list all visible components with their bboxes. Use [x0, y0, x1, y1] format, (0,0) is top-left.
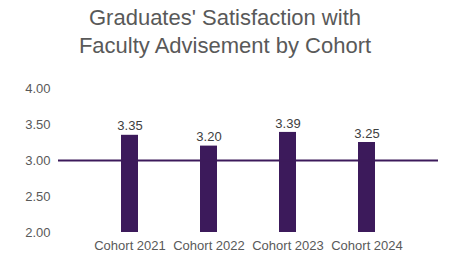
svg-text:Cohort 2021: Cohort 2021: [94, 238, 166, 253]
svg-text:3.50: 3.50: [25, 117, 50, 132]
svg-text:3.00: 3.00: [25, 153, 50, 168]
svg-text:2.00: 2.00: [25, 225, 50, 240]
svg-text:2.50: 2.50: [25, 189, 50, 204]
svg-text:3.20: 3.20: [196, 129, 221, 144]
svg-text:3.25: 3.25: [354, 126, 379, 141]
html-text:Graduates' Satisfaction with F: Graduates' Satisfaction with Faculty Adv…: [78, 5, 372, 58]
svg-text:Cohort 2023: Cohort 2023: [252, 238, 324, 253]
svg-text:4.00: 4.00: [25, 81, 50, 96]
svg-text:3.35: 3.35: [117, 118, 142, 133]
svg-text:Cohort 2024: Cohort 2024: [331, 238, 403, 253]
svg-text:3.39: 3.39: [275, 116, 300, 131]
svg-text:Cohort 2022: Cohort 2022: [173, 238, 245, 253]
